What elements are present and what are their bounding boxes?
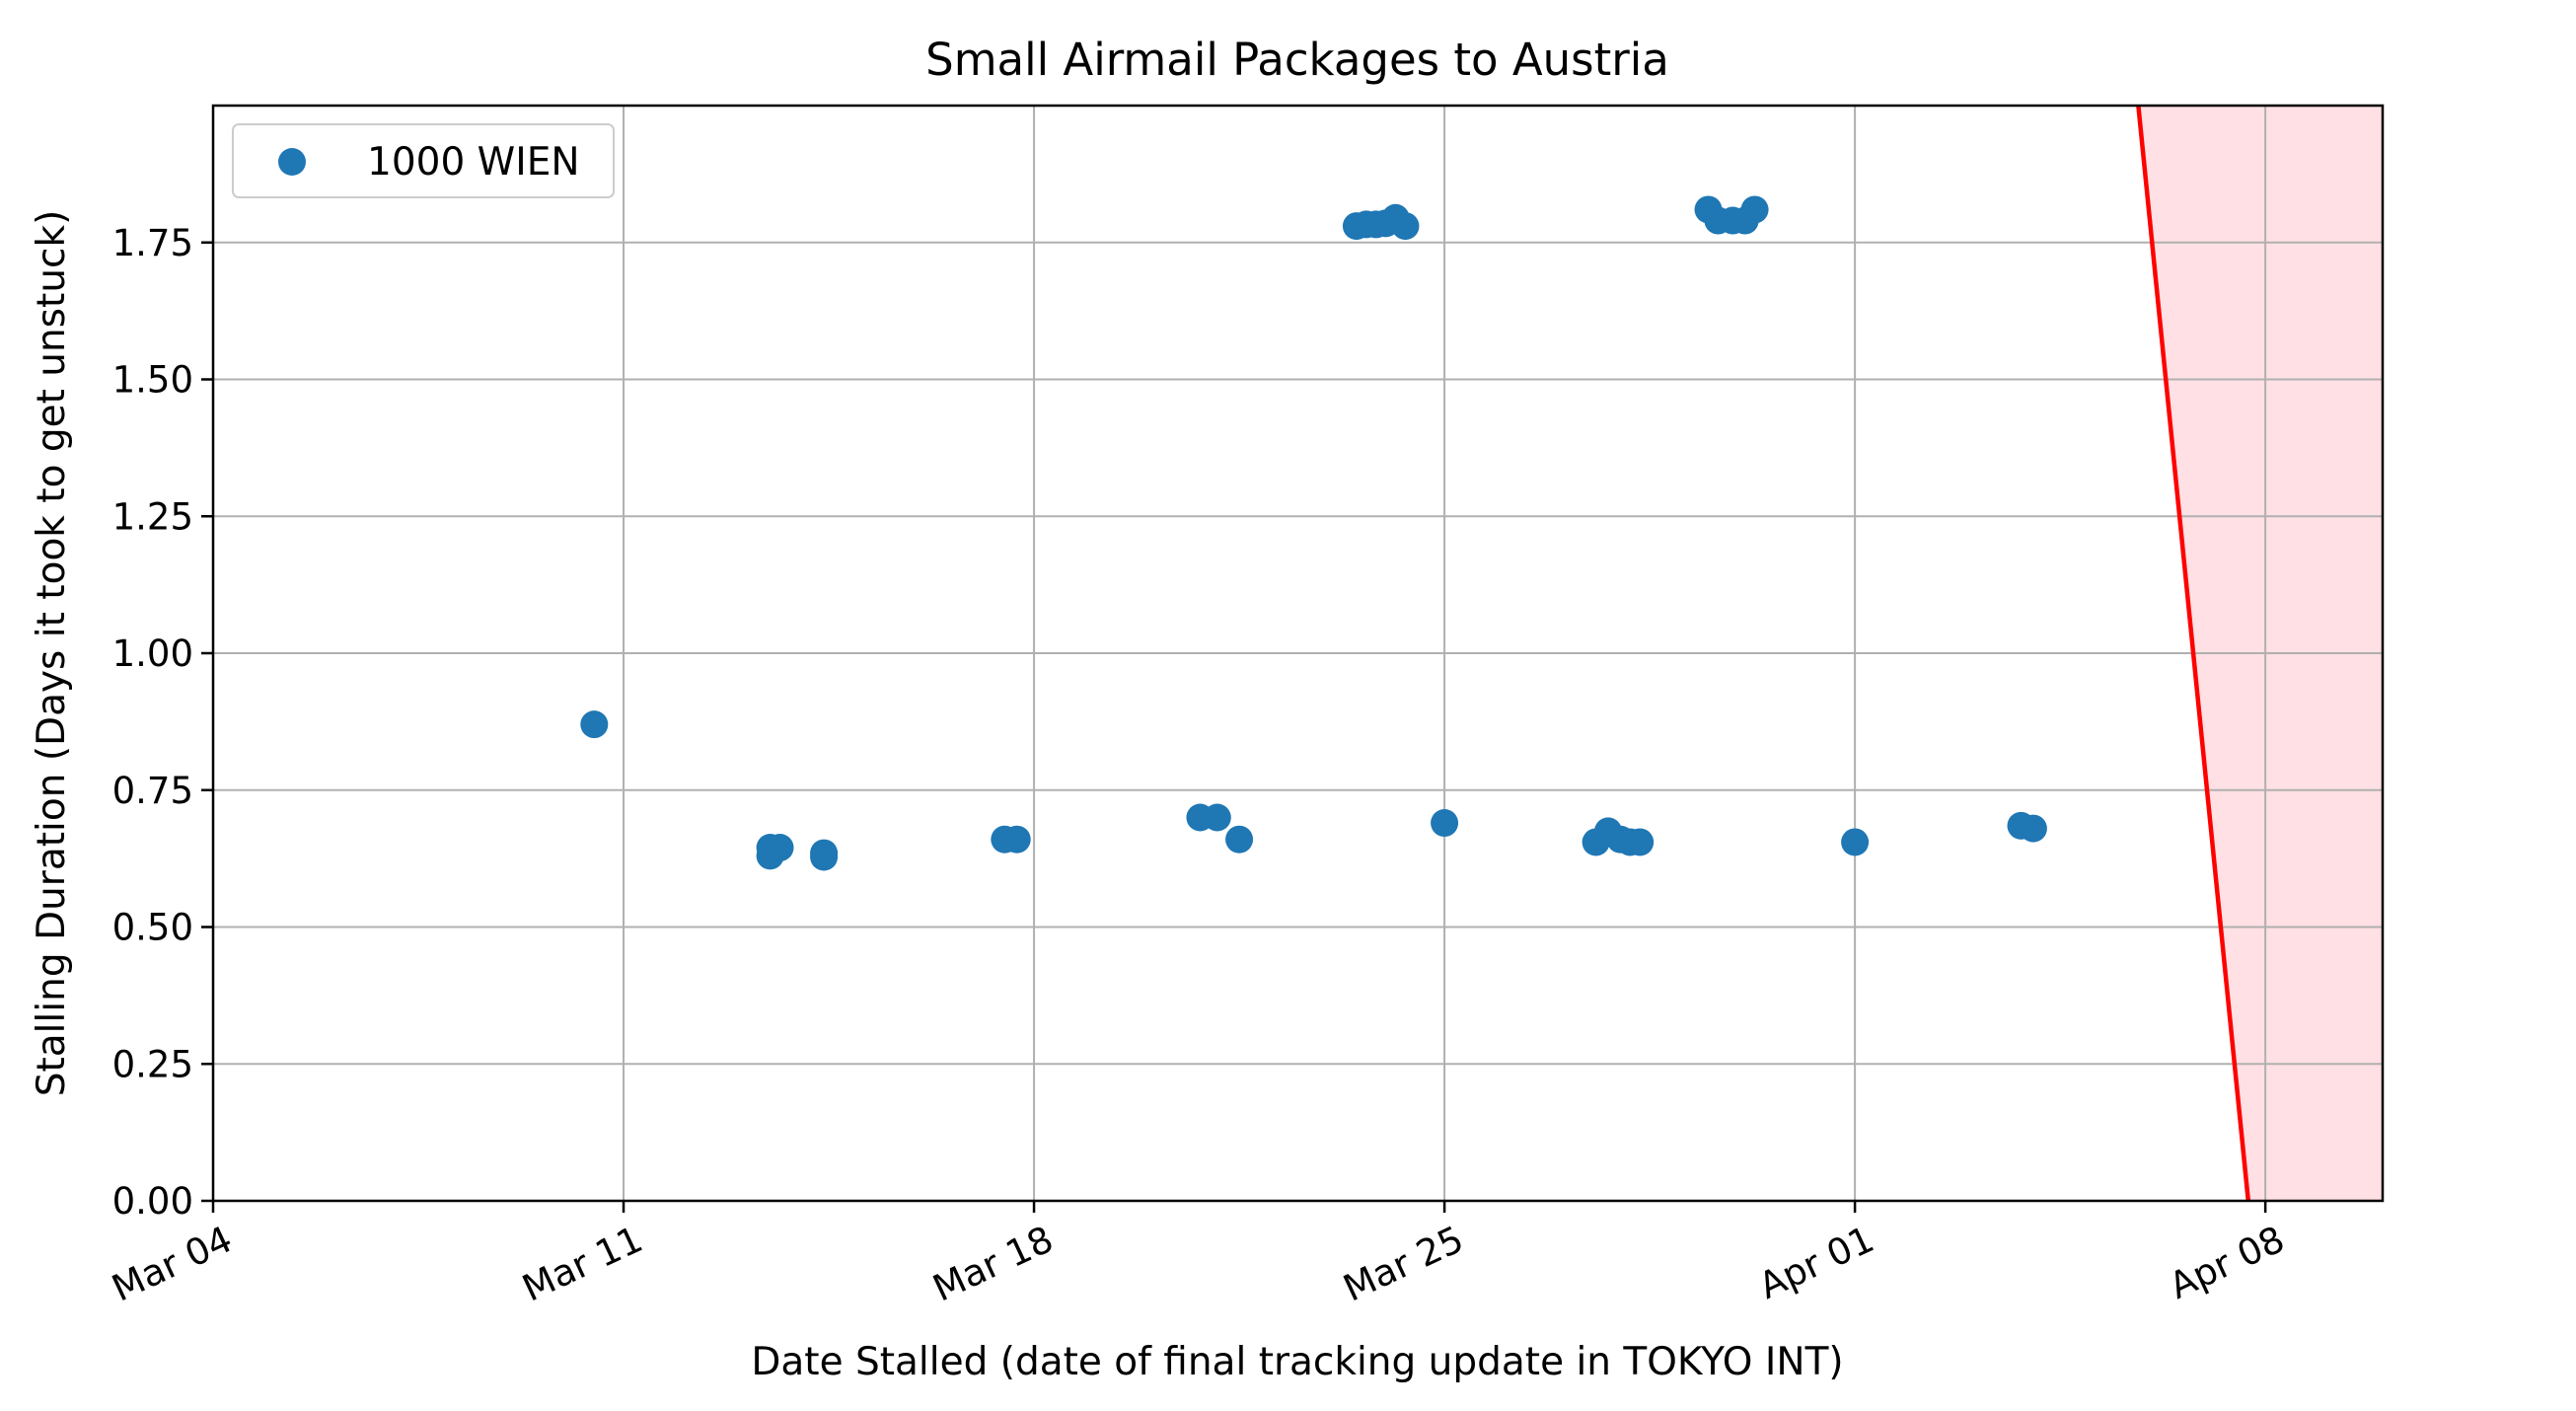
- data-point: [1740, 195, 1769, 224]
- legend-box: [232, 123, 615, 198]
- data-point: [1391, 212, 1420, 241]
- y-tick-label: 1.25: [112, 495, 193, 538]
- y-axis-ticks: 0.00 0.25 0.50 0.75 1.00 1.25 1.50 1.75: [112, 222, 213, 1223]
- y-axis-label: Stalling Duration (Days it took to get u…: [30, 210, 74, 1097]
- data-points-layer: [580, 195, 2047, 871]
- y-tick-label: 1.00: [112, 632, 193, 675]
- data-point: [1203, 803, 1231, 832]
- data-point: [1225, 825, 1254, 854]
- data-point: [580, 710, 609, 739]
- data-point: [1431, 809, 1459, 838]
- chart-title: Small Airmail Packages to Austria: [925, 34, 1669, 86]
- threshold-line: [2136, 105, 2251, 1202]
- y-tick-label: 0.50: [112, 907, 193, 949]
- legend-marker: [278, 148, 306, 176]
- y-tick-label: 1.50: [112, 359, 193, 402]
- data-point: [2019, 814, 2047, 843]
- threshold-line-layer: [2136, 105, 2251, 1202]
- legend: 1000 WIEN: [232, 123, 615, 198]
- y-tick-label: 0.75: [112, 770, 193, 812]
- legend-label: 1000 WIEN: [367, 140, 580, 185]
- y-tick-label: 0.00: [112, 1180, 193, 1223]
- data-point: [1626, 828, 1655, 856]
- x-axis-label: Date Stalled (date of final tracking upd…: [751, 1340, 1843, 1384]
- y-tick-label: 0.25: [112, 1043, 193, 1085]
- data-point: [1841, 828, 1870, 856]
- data-point: [766, 834, 794, 862]
- data-point: [810, 843, 839, 871]
- data-point: [1002, 825, 1031, 854]
- y-tick-label: 1.75: [112, 222, 193, 264]
